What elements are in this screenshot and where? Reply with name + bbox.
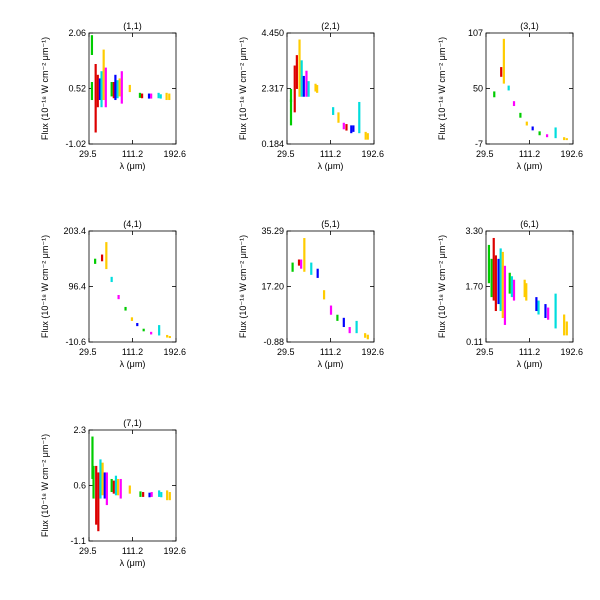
y-tick-label: 50 [473, 84, 483, 94]
x-tick-label: 111.2 [122, 149, 143, 159]
x-tick-label: 111.2 [122, 347, 143, 357]
y-tick-label: 0.6 [73, 481, 86, 491]
panel-7: (7,1) 29.5 111.2 192.6 -1.1 0.6 2.3 λ (μm) Flux … [40, 418, 186, 568]
x-tick-label: 29.5 [79, 149, 97, 159]
x-tick-label: 192.6 [163, 546, 186, 556]
y-axis-label: Flux (10⁻¹⁸ W cm⁻² μm⁻¹) [40, 434, 50, 537]
x-axis-label: λ (μm) [318, 359, 344, 369]
x-axis-label: λ (μm) [517, 161, 543, 171]
data-series [91, 436, 171, 532]
chart-title: (4,1) [123, 219, 142, 229]
x-tick-label: 29.5 [277, 149, 295, 159]
panel-6: (6,1) 29.5 111.2 192.6 0.11 1.70 3.30 λ (μm) Flu… [437, 219, 583, 369]
x-tick-label: 29.5 [79, 546, 97, 556]
chart-title: (2,1) [321, 21, 340, 31]
y-tick-label: 17.20 [261, 282, 284, 292]
x-tick-label: 111.2 [122, 546, 143, 556]
data-series [94, 242, 171, 339]
x-tick-label: 29.5 [476, 149, 494, 159]
chart-title: (7,1) [123, 418, 142, 428]
x-tick-label: 111.2 [519, 149, 540, 159]
x-tick-label: 29.5 [277, 347, 295, 357]
panel-4: (4,1) 29.5 111.2 192.6 -10.6 96.4 203.4 λ (μm) F… [40, 219, 186, 369]
chart-title: (3,1) [520, 21, 539, 31]
y-axis-label: Flux (10⁻¹⁸ W cm⁻² μm⁻¹) [40, 235, 50, 338]
y-tick-label: 2.317 [261, 84, 284, 94]
data-series [90, 35, 171, 133]
y-tick-label: 2.3 [73, 425, 86, 435]
x-tick-label: 111.2 [320, 347, 341, 357]
y-axis-label: Flux (10⁻¹⁸ W cm⁻² μm⁻¹) [437, 37, 447, 140]
x-tick-label: 111.2 [519, 347, 540, 357]
data-series [291, 238, 369, 340]
x-tick-label: 29.5 [79, 347, 97, 357]
y-tick-label: 1.70 [465, 282, 483, 292]
y-axis-label: Flux (10⁻¹⁸ W cm⁻² μm⁻¹) [40, 37, 50, 140]
plot-frame [485, 32, 574, 145]
x-tick-label: 29.5 [476, 347, 494, 357]
x-tick-label: 192.6 [361, 149, 384, 159]
chart-title: (1,1) [123, 21, 142, 31]
y-axis-label: Flux (10⁻¹⁸ W cm⁻² μm⁻¹) [437, 235, 447, 338]
x-tick-label: 111.2 [320, 149, 341, 159]
plot-frame [286, 230, 375, 343]
y-tick-label: 203.4 [63, 226, 86, 236]
data-series [493, 38, 568, 141]
plot-frame [88, 230, 177, 343]
y-tick-label: -1.1 [70, 536, 86, 546]
chart-title: (5,1) [321, 219, 340, 229]
y-tick-label: 4.450 [261, 28, 284, 38]
x-tick-label: 192.6 [560, 149, 583, 159]
chart-title: (6,1) [520, 219, 539, 229]
y-tick-label: -1.02 [65, 139, 86, 149]
y-tick-label: -7 [475, 139, 483, 149]
x-tick-label: 192.6 [163, 347, 186, 357]
y-tick-label: -10.6 [65, 337, 86, 347]
x-tick-label: 192.6 [560, 347, 583, 357]
y-tick-label: 0.11 [466, 337, 483, 347]
x-axis-label: λ (μm) [318, 161, 344, 171]
y-tick-label: 96.4 [68, 282, 86, 292]
x-axis-label: λ (μm) [120, 161, 146, 171]
y-tick-label: 35.29 [261, 226, 284, 236]
y-tick-label: -0.88 [263, 337, 284, 347]
x-axis-label: λ (μm) [517, 359, 543, 369]
x-tick-label: 192.6 [361, 347, 384, 357]
y-axis-label: Flux (10⁻¹⁸ W cm⁻² μm⁻¹) [238, 235, 248, 338]
panel-2: (2,1) 29.5 111.2 192.6 0.184 2.317 4.450 λ (μm)… [238, 21, 384, 171]
y-axis-label: Flux (10⁻¹⁸ W cm⁻² μm⁻¹) [238, 37, 248, 140]
y-tick-label: 2.06 [68, 28, 86, 38]
data-series [487, 237, 568, 336]
y-tick-label: 3.30 [465, 226, 483, 236]
y-tick-label: 0.52 [68, 84, 86, 94]
panel-3: (3,1) 29.5 111.2 192.6 -7 50 107 λ (μm) Flux (10… [437, 21, 583, 171]
x-axis-label: λ (μm) [120, 359, 146, 369]
data-series [289, 39, 369, 140]
x-axis-label: λ (μm) [120, 558, 146, 568]
x-tick-label: 192.6 [163, 149, 186, 159]
y-tick-label: 107 [468, 28, 483, 38]
panel-5: (5,1) 29.5 111.2 192.6 -0.88 17.20 35.29 λ (μm)… [238, 219, 384, 369]
panel-1: (1,1) 29.5 111.2 192.6 -1.02 0.52 2.06 λ (μm) Fl… [40, 21, 186, 171]
y-tick-label: 0.184 [261, 139, 284, 149]
